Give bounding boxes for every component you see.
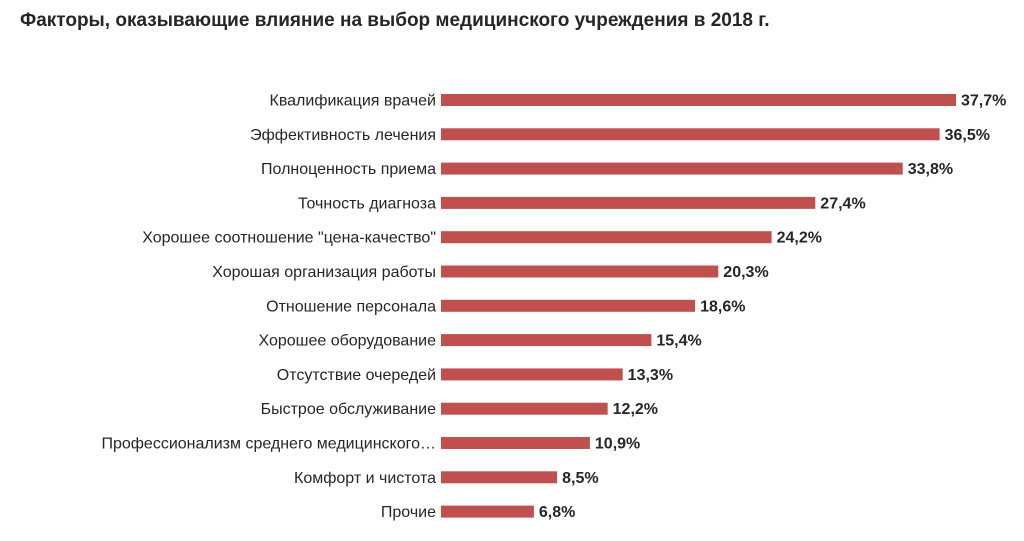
category-label: Профессионализм среднего медицинского… xyxy=(101,436,436,453)
category-label: Хорошее соотношение "цена-качество" xyxy=(142,230,436,247)
value-label: 36,5% xyxy=(945,127,990,144)
category-label: Отсутствие очередей xyxy=(277,367,436,384)
category-label: Комфорт и чистота xyxy=(294,470,436,487)
bar xyxy=(441,265,719,278)
bar xyxy=(441,368,623,381)
bar xyxy=(441,402,608,415)
bar xyxy=(441,471,558,484)
category-label: Хорошая организация работы xyxy=(212,264,436,281)
value-label: 27,4% xyxy=(820,195,865,212)
category-label: Прочие xyxy=(381,504,436,521)
value-label: 37,7% xyxy=(961,93,1006,110)
bar xyxy=(441,94,956,106)
bar xyxy=(441,231,772,244)
value-label: 6,8% xyxy=(539,504,575,521)
value-label: 33,8% xyxy=(908,161,953,178)
category-label: Быстрое обслуживание xyxy=(261,401,437,418)
value-label: 20,3% xyxy=(723,264,768,281)
value-label: 12,2% xyxy=(613,401,658,418)
category-label: Полноценность приема xyxy=(261,161,436,178)
category-label: Квалификация врачей xyxy=(270,93,437,110)
bars-group: Квалификация врачей 37,7% Эффективность ле… xyxy=(101,93,1006,522)
value-label: 18,6% xyxy=(700,298,745,315)
value-label: 8,5% xyxy=(562,470,598,487)
bar xyxy=(441,505,534,518)
category-label: Отношение персонала xyxy=(266,298,436,315)
category-label: Точность диагноза xyxy=(298,195,436,212)
value-label: 10,9% xyxy=(595,436,640,453)
bar xyxy=(441,128,940,141)
category-label: Эффективность лечения xyxy=(250,127,436,144)
bar xyxy=(441,196,816,209)
bar xyxy=(441,334,652,347)
value-label: 24,2% xyxy=(777,230,822,247)
bar xyxy=(441,437,590,449)
bar xyxy=(441,299,696,312)
category-label: Хорошее оборудование xyxy=(258,333,436,350)
bar xyxy=(441,162,903,175)
value-label: 13,3% xyxy=(628,367,673,384)
chart-title: Факторы, оказывающие влияние на выбор ме… xyxy=(20,10,770,31)
value-label: 15,4% xyxy=(656,333,701,350)
